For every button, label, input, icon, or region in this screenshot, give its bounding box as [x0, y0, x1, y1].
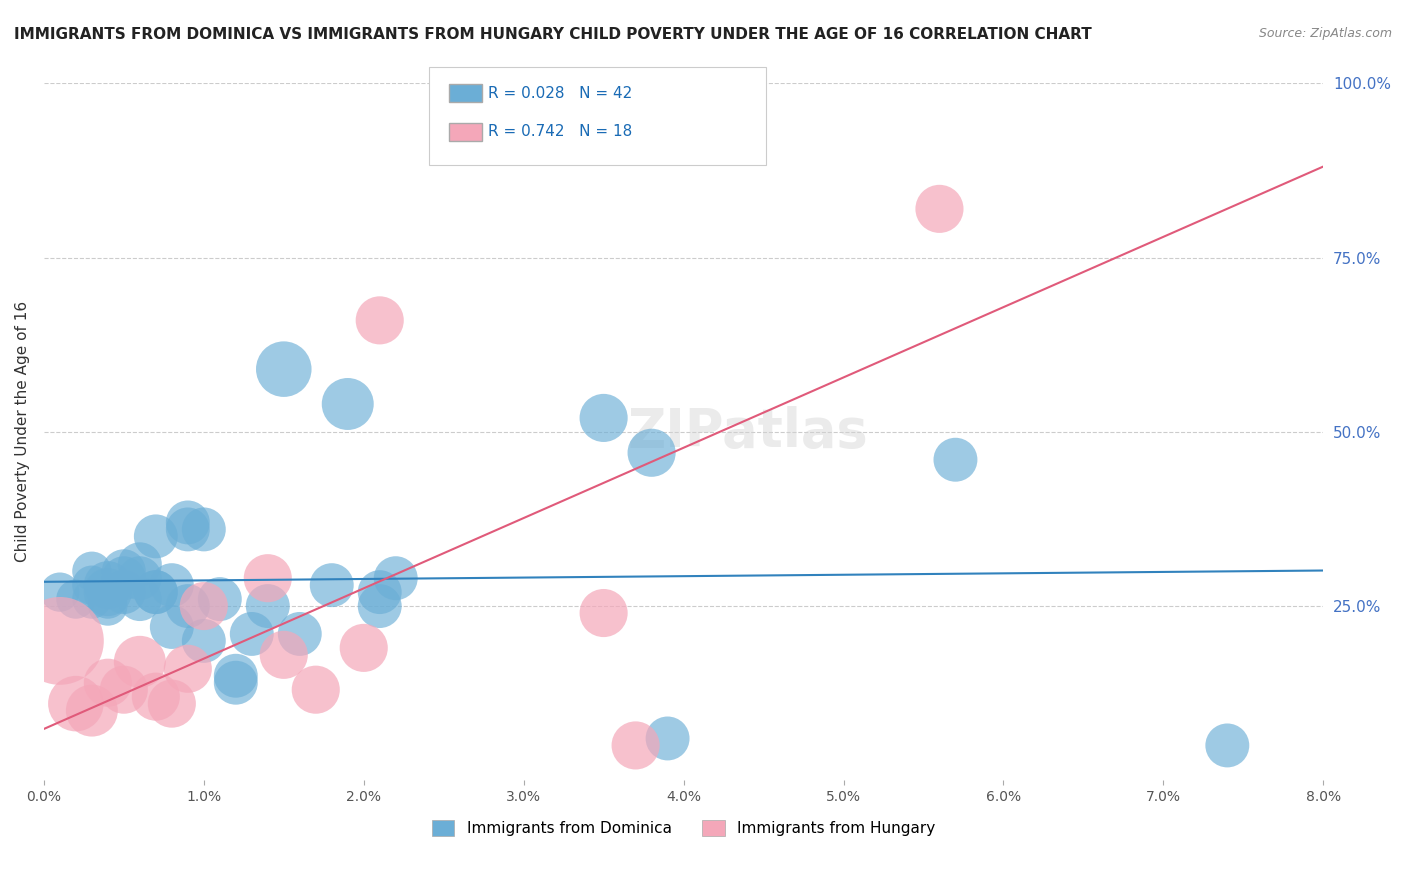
Immigrants from Hungary: [49, 634, 72, 648]
Immigrants from Dominica: [65, 592, 87, 607]
Immigrants from Hungary: [128, 655, 150, 669]
Immigrants from Dominica: [368, 585, 391, 599]
Immigrants from Hungary: [193, 599, 215, 613]
Immigrants from Dominica: [640, 446, 662, 460]
Immigrants from Dominica: [112, 564, 135, 578]
Immigrants from Dominica: [208, 592, 231, 607]
Immigrants from Hungary: [112, 682, 135, 697]
Immigrants from Dominica: [193, 634, 215, 648]
Immigrants from Dominica: [657, 731, 679, 746]
Immigrants from Hungary: [145, 690, 167, 704]
Immigrants from Hungary: [97, 675, 120, 690]
Immigrants from Dominica: [592, 411, 614, 425]
Text: Source: ZipAtlas.com: Source: ZipAtlas.com: [1258, 27, 1392, 40]
Immigrants from Dominica: [97, 592, 120, 607]
Immigrants from Dominica: [112, 571, 135, 585]
Immigrants from Dominica: [225, 669, 247, 683]
Immigrants from Dominica: [273, 362, 295, 376]
Immigrants from Dominica: [97, 585, 120, 599]
Immigrants from Dominica: [240, 627, 263, 641]
Immigrants from Hungary: [592, 606, 614, 620]
Immigrants from Dominica: [128, 558, 150, 572]
Immigrants from Dominica: [177, 523, 200, 537]
Legend: Immigrants from Dominica, Immigrants from Hungary: Immigrants from Dominica, Immigrants fro…: [426, 814, 942, 842]
Immigrants from Dominica: [112, 585, 135, 599]
Immigrants from Hungary: [160, 697, 183, 711]
Immigrants from Dominica: [256, 599, 278, 613]
Immigrants from Dominica: [384, 571, 406, 585]
Immigrants from Hungary: [368, 313, 391, 327]
Immigrants from Dominica: [336, 397, 359, 411]
Immigrants from Hungary: [256, 571, 278, 585]
Text: R = 0.742   N = 18: R = 0.742 N = 18: [488, 124, 633, 138]
Immigrants from Dominica: [177, 599, 200, 613]
Immigrants from Dominica: [1216, 739, 1239, 753]
Immigrants from Dominica: [80, 578, 103, 592]
Immigrants from Dominica: [160, 620, 183, 634]
Immigrants from Dominica: [145, 529, 167, 543]
Immigrants from Dominica: [225, 675, 247, 690]
Immigrants from Hungary: [65, 697, 87, 711]
Immigrants from Dominica: [177, 516, 200, 530]
Immigrants from Dominica: [193, 523, 215, 537]
Immigrants from Dominica: [160, 578, 183, 592]
Immigrants from Hungary: [80, 704, 103, 718]
Immigrants from Hungary: [624, 739, 647, 753]
Immigrants from Dominica: [80, 564, 103, 578]
Immigrants from Dominica: [145, 585, 167, 599]
Immigrants from Dominica: [945, 452, 967, 467]
Text: R = 0.028   N = 42: R = 0.028 N = 42: [488, 87, 633, 101]
Immigrants from Hungary: [273, 648, 295, 662]
Immigrants from Hungary: [353, 640, 375, 655]
Immigrants from Dominica: [128, 571, 150, 585]
Immigrants from Dominica: [128, 592, 150, 607]
Text: ZIPatlas: ZIPatlas: [627, 406, 868, 458]
Immigrants from Dominica: [97, 578, 120, 592]
Immigrants from Dominica: [288, 627, 311, 641]
Immigrants from Dominica: [145, 585, 167, 599]
Immigrants from Dominica: [368, 599, 391, 613]
Immigrants from Dominica: [80, 592, 103, 607]
Y-axis label: Child Poverty Under the Age of 16: Child Poverty Under the Age of 16: [15, 301, 30, 563]
Text: IMMIGRANTS FROM DOMINICA VS IMMIGRANTS FROM HUNGARY CHILD POVERTY UNDER THE AGE : IMMIGRANTS FROM DOMINICA VS IMMIGRANTS F…: [14, 27, 1092, 42]
Immigrants from Dominica: [97, 599, 120, 613]
Immigrants from Hungary: [305, 682, 328, 697]
Immigrants from Hungary: [928, 202, 950, 216]
Immigrants from Dominica: [321, 578, 343, 592]
Immigrants from Dominica: [49, 585, 72, 599]
Immigrants from Hungary: [177, 662, 200, 676]
